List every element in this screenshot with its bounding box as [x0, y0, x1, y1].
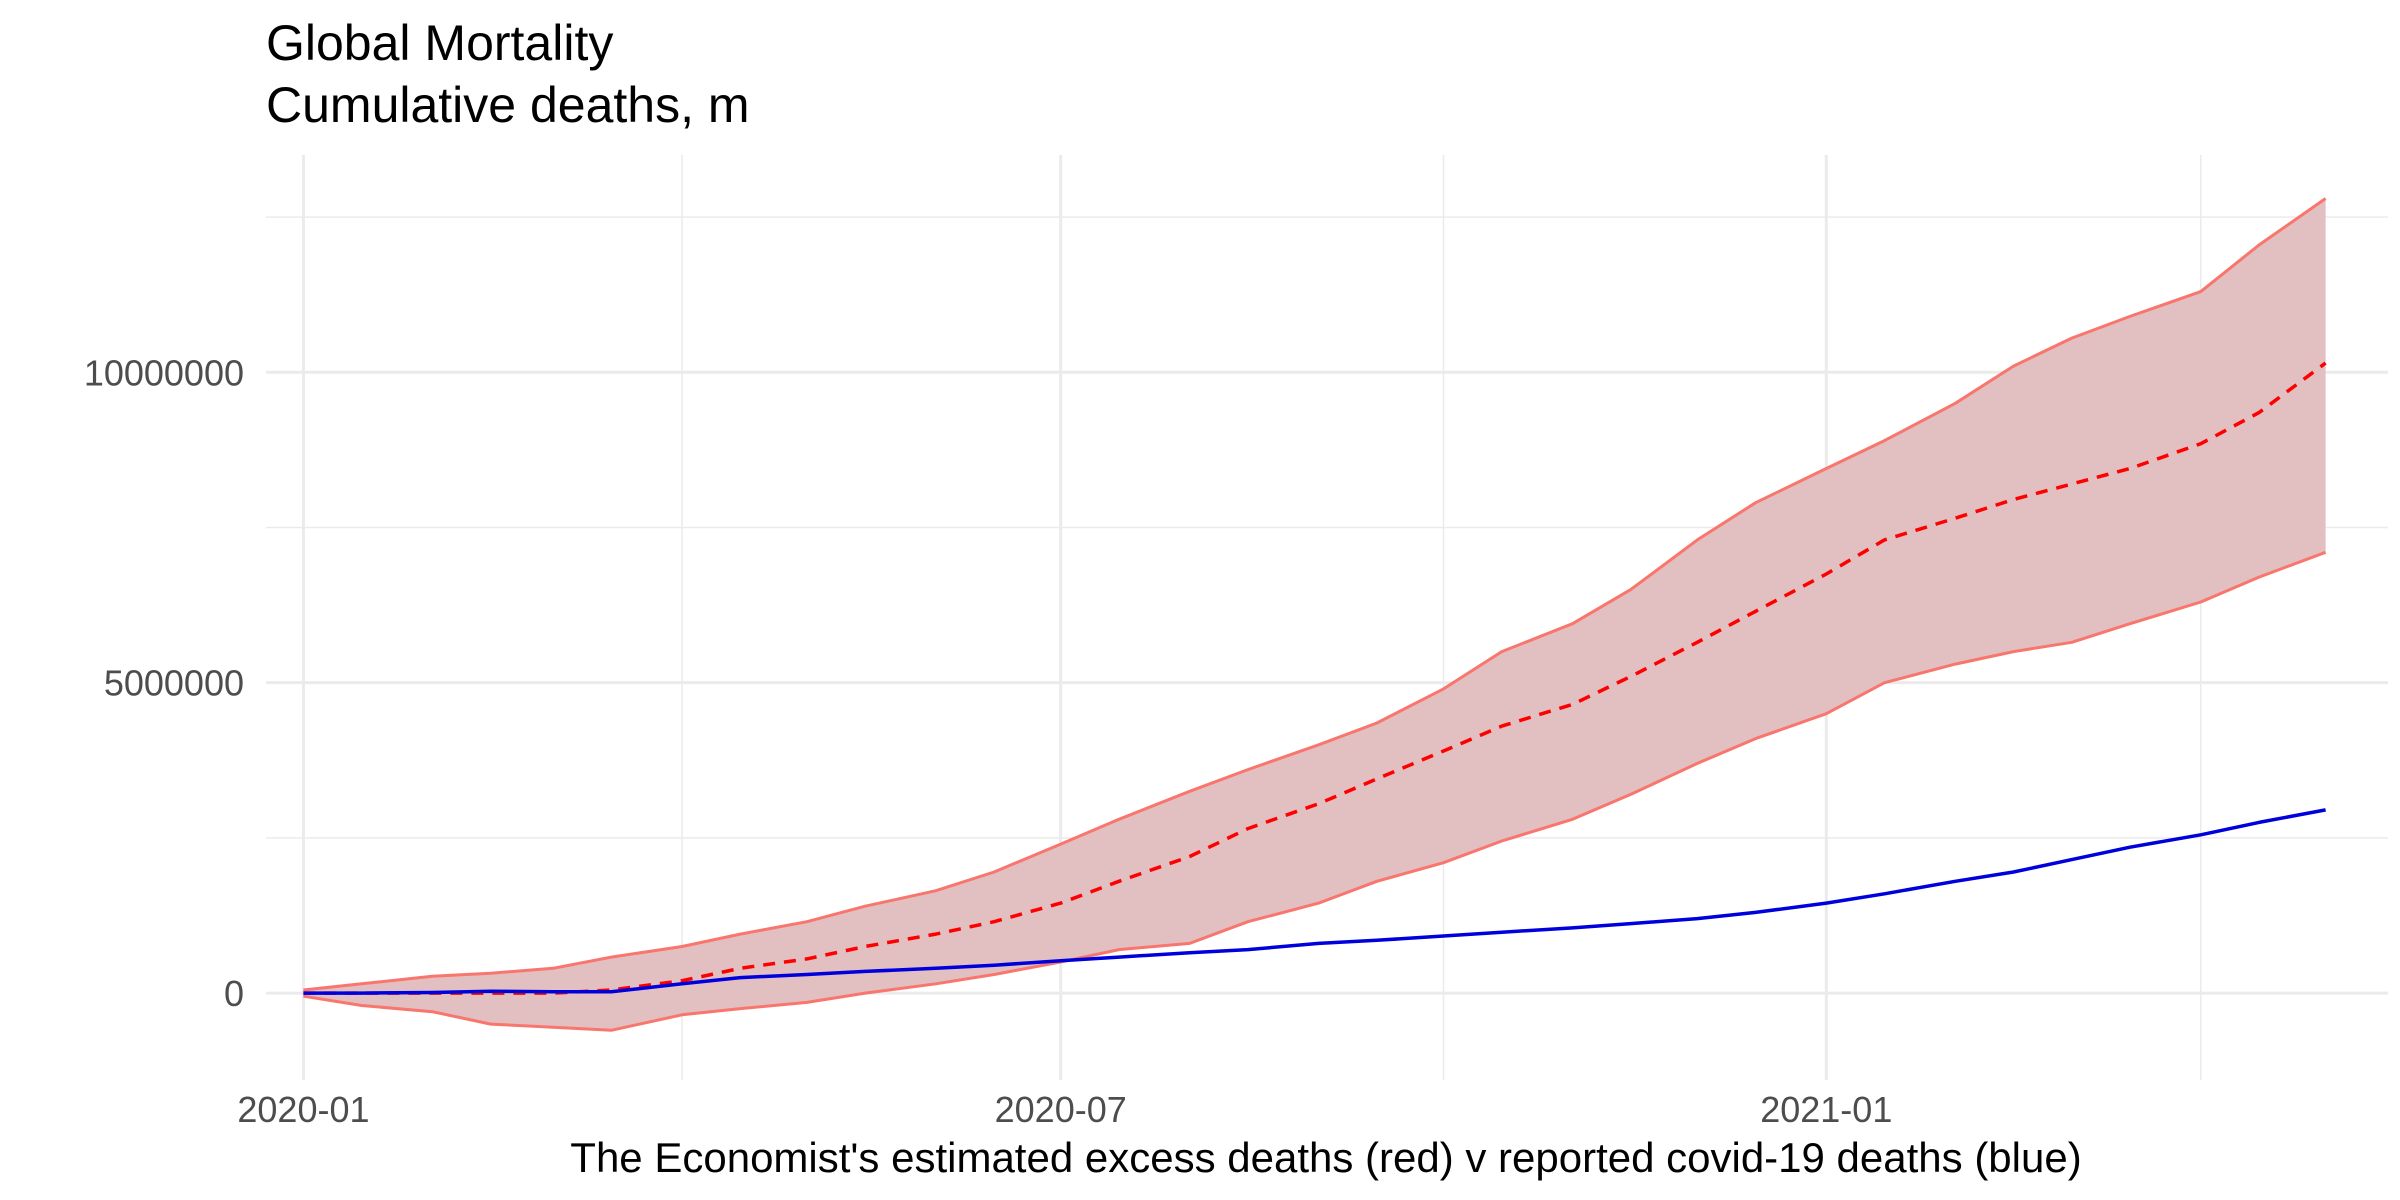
excess-lower-line: [303, 550, 2327, 1032]
x-tick-label: 2020-07: [995, 1089, 1127, 1130]
reported-deaths-line: [303, 808, 2326, 995]
y-tick-label: 0: [224, 973, 244, 1014]
chart-subtitle: Cumulative deaths, m: [266, 77, 750, 133]
excess-upper-line: [303, 197, 2327, 992]
x-axis-label: The Economist's estimated excess deaths …: [570, 1134, 2081, 1181]
excess-deaths-band: [303, 198, 2326, 1031]
y-tick-label: 5000000: [104, 663, 244, 704]
chart-title: Global Mortality: [266, 15, 613, 71]
series-layer: [303, 197, 2327, 1032]
tick-layer: 2020-01 2020-07 2021-01 0 5000000 10000000: [84, 352, 1893, 1130]
x-tick-label: 2020-01: [237, 1089, 369, 1130]
x-tick-label: 2021-01: [1760, 1089, 1892, 1130]
y-tick-label: 10000000: [84, 352, 244, 393]
